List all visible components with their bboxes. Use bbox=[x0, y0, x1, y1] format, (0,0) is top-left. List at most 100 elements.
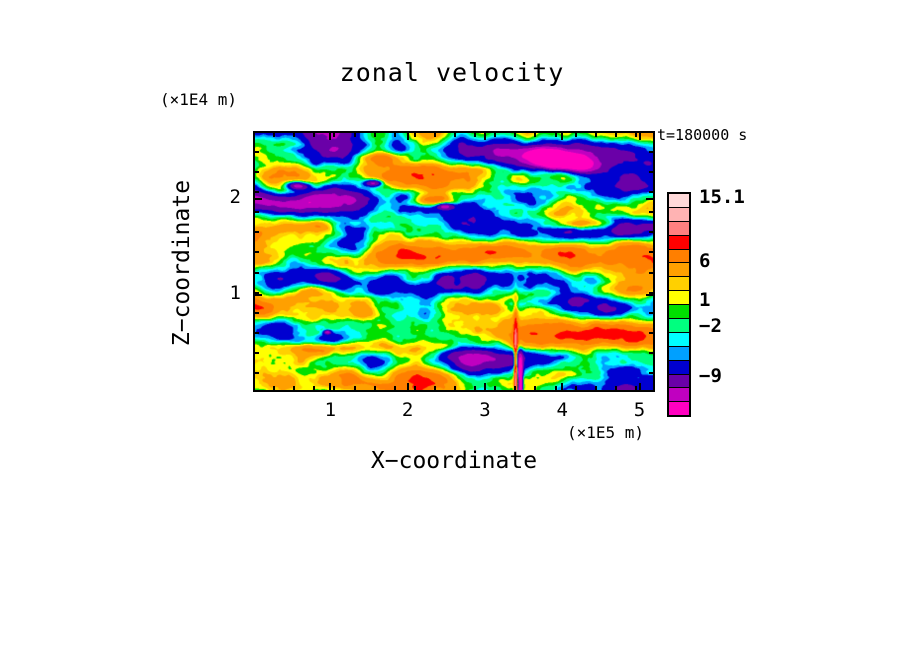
x-minor-tick bbox=[554, 131, 557, 137]
x-minor-tick bbox=[353, 386, 356, 392]
colorbar-tick-label: −2 bbox=[699, 315, 722, 337]
x-axis-unit-label: (×1E5 m) bbox=[567, 423, 645, 442]
y-tick-label: 2 bbox=[229, 185, 241, 208]
x-minor-tick bbox=[413, 386, 416, 392]
y-minor-tick bbox=[649, 191, 655, 194]
y-minor-tick bbox=[649, 331, 655, 334]
y-minor-tick bbox=[649, 251, 655, 254]
x-major-tick bbox=[483, 383, 486, 392]
x-minor-tick bbox=[273, 386, 276, 392]
x-major-tick bbox=[561, 131, 564, 140]
x-minor-tick bbox=[494, 386, 497, 392]
x-minor-tick bbox=[373, 386, 376, 392]
x-minor-tick bbox=[293, 386, 296, 392]
x-minor-tick bbox=[313, 131, 316, 137]
x-major-tick bbox=[638, 383, 641, 392]
x-minor-tick bbox=[454, 386, 456, 392]
contour-field bbox=[255, 133, 653, 390]
x-major-tick bbox=[483, 131, 486, 140]
y-minor-tick bbox=[649, 151, 655, 154]
colorbar-band bbox=[669, 374, 689, 389]
colorbar-band bbox=[669, 402, 689, 416]
colorbar-band bbox=[669, 207, 689, 222]
x-tick-label: 5 bbox=[633, 399, 646, 421]
y-tick-label: 1 bbox=[229, 282, 241, 305]
x-minor-tick bbox=[574, 386, 577, 392]
colorbar-band bbox=[669, 388, 689, 403]
y-minor-tick bbox=[253, 151, 259, 154]
y-major-tick bbox=[646, 197, 655, 200]
x-axis-title: X−coordinate bbox=[370, 448, 538, 474]
x-major-tick bbox=[329, 131, 332, 140]
x-minor-tick bbox=[494, 131, 497, 137]
y-axis-title: Z−coordinate bbox=[169, 179, 195, 347]
x-minor-tick bbox=[273, 131, 276, 137]
y-axis-unit-label: (×1E4 m) bbox=[160, 90, 238, 109]
colorbar-band bbox=[669, 332, 689, 347]
x-minor-tick bbox=[594, 386, 597, 392]
x-minor-tick bbox=[474, 131, 477, 137]
y-major-tick bbox=[253, 197, 262, 200]
x-minor-tick bbox=[574, 131, 577, 137]
colorbar-band bbox=[669, 360, 689, 375]
x-minor-tick bbox=[433, 131, 436, 137]
colorbar-band bbox=[669, 249, 689, 264]
y-minor-tick bbox=[649, 371, 655, 374]
x-minor-tick bbox=[614, 131, 617, 137]
contour-plot-area bbox=[253, 131, 655, 392]
x-minor-tick bbox=[534, 131, 537, 137]
x-minor-tick bbox=[333, 386, 336, 392]
y-minor-tick bbox=[649, 351, 655, 354]
y-minor-tick bbox=[253, 231, 259, 234]
colorbar-tick-label: 15.1 bbox=[699, 186, 745, 208]
y-minor-tick bbox=[649, 311, 655, 314]
x-major-tick bbox=[329, 383, 332, 392]
colorbar-tick-label: 6 bbox=[699, 250, 711, 272]
y-major-tick bbox=[253, 294, 262, 297]
colorbar-band bbox=[669, 235, 689, 250]
colorbar-band bbox=[669, 277, 689, 292]
x-major-tick bbox=[406, 131, 409, 140]
x-minor-tick bbox=[373, 131, 376, 137]
colorbar-band bbox=[669, 346, 689, 361]
y-minor-tick bbox=[253, 251, 259, 254]
colorbar-band bbox=[669, 263, 689, 278]
y-minor-tick bbox=[253, 331, 259, 334]
x-minor-tick bbox=[454, 131, 456, 137]
x-major-tick bbox=[638, 131, 641, 140]
x-minor-tick bbox=[313, 386, 316, 392]
time-annotation: t=180000 s bbox=[657, 126, 748, 144]
y-minor-tick bbox=[649, 211, 655, 214]
colorbar-band bbox=[669, 305, 689, 320]
x-minor-tick bbox=[333, 131, 336, 137]
colorbar-band bbox=[669, 291, 689, 306]
x-tick-label: 4 bbox=[556, 399, 568, 421]
x-minor-tick bbox=[393, 131, 396, 137]
colorbar-tick-label: 1 bbox=[699, 289, 711, 311]
y-minor-tick bbox=[253, 371, 259, 374]
x-minor-tick bbox=[554, 386, 557, 392]
x-minor-tick bbox=[534, 386, 537, 392]
x-minor-tick bbox=[433, 386, 436, 392]
y-minor-tick bbox=[253, 211, 259, 214]
y-minor-tick bbox=[253, 271, 259, 274]
x-tick-label: 3 bbox=[479, 399, 491, 421]
y-major-tick bbox=[646, 294, 655, 297]
x-minor-tick bbox=[353, 131, 356, 137]
y-minor-tick bbox=[253, 191, 259, 194]
y-minor-tick bbox=[649, 271, 655, 274]
x-minor-tick bbox=[474, 386, 477, 392]
page-title: zonal velocity bbox=[339, 58, 565, 87]
x-minor-tick bbox=[634, 131, 637, 137]
x-minor-tick bbox=[514, 131, 517, 137]
x-minor-tick bbox=[393, 386, 396, 392]
x-minor-tick bbox=[293, 131, 296, 137]
x-minor-tick bbox=[594, 131, 597, 137]
y-minor-tick bbox=[253, 351, 259, 354]
x-minor-tick bbox=[514, 386, 517, 392]
x-tick-label: 1 bbox=[324, 399, 337, 421]
colorbar-bands bbox=[667, 192, 691, 418]
y-minor-tick bbox=[253, 291, 259, 294]
y-minor-tick bbox=[253, 171, 259, 174]
